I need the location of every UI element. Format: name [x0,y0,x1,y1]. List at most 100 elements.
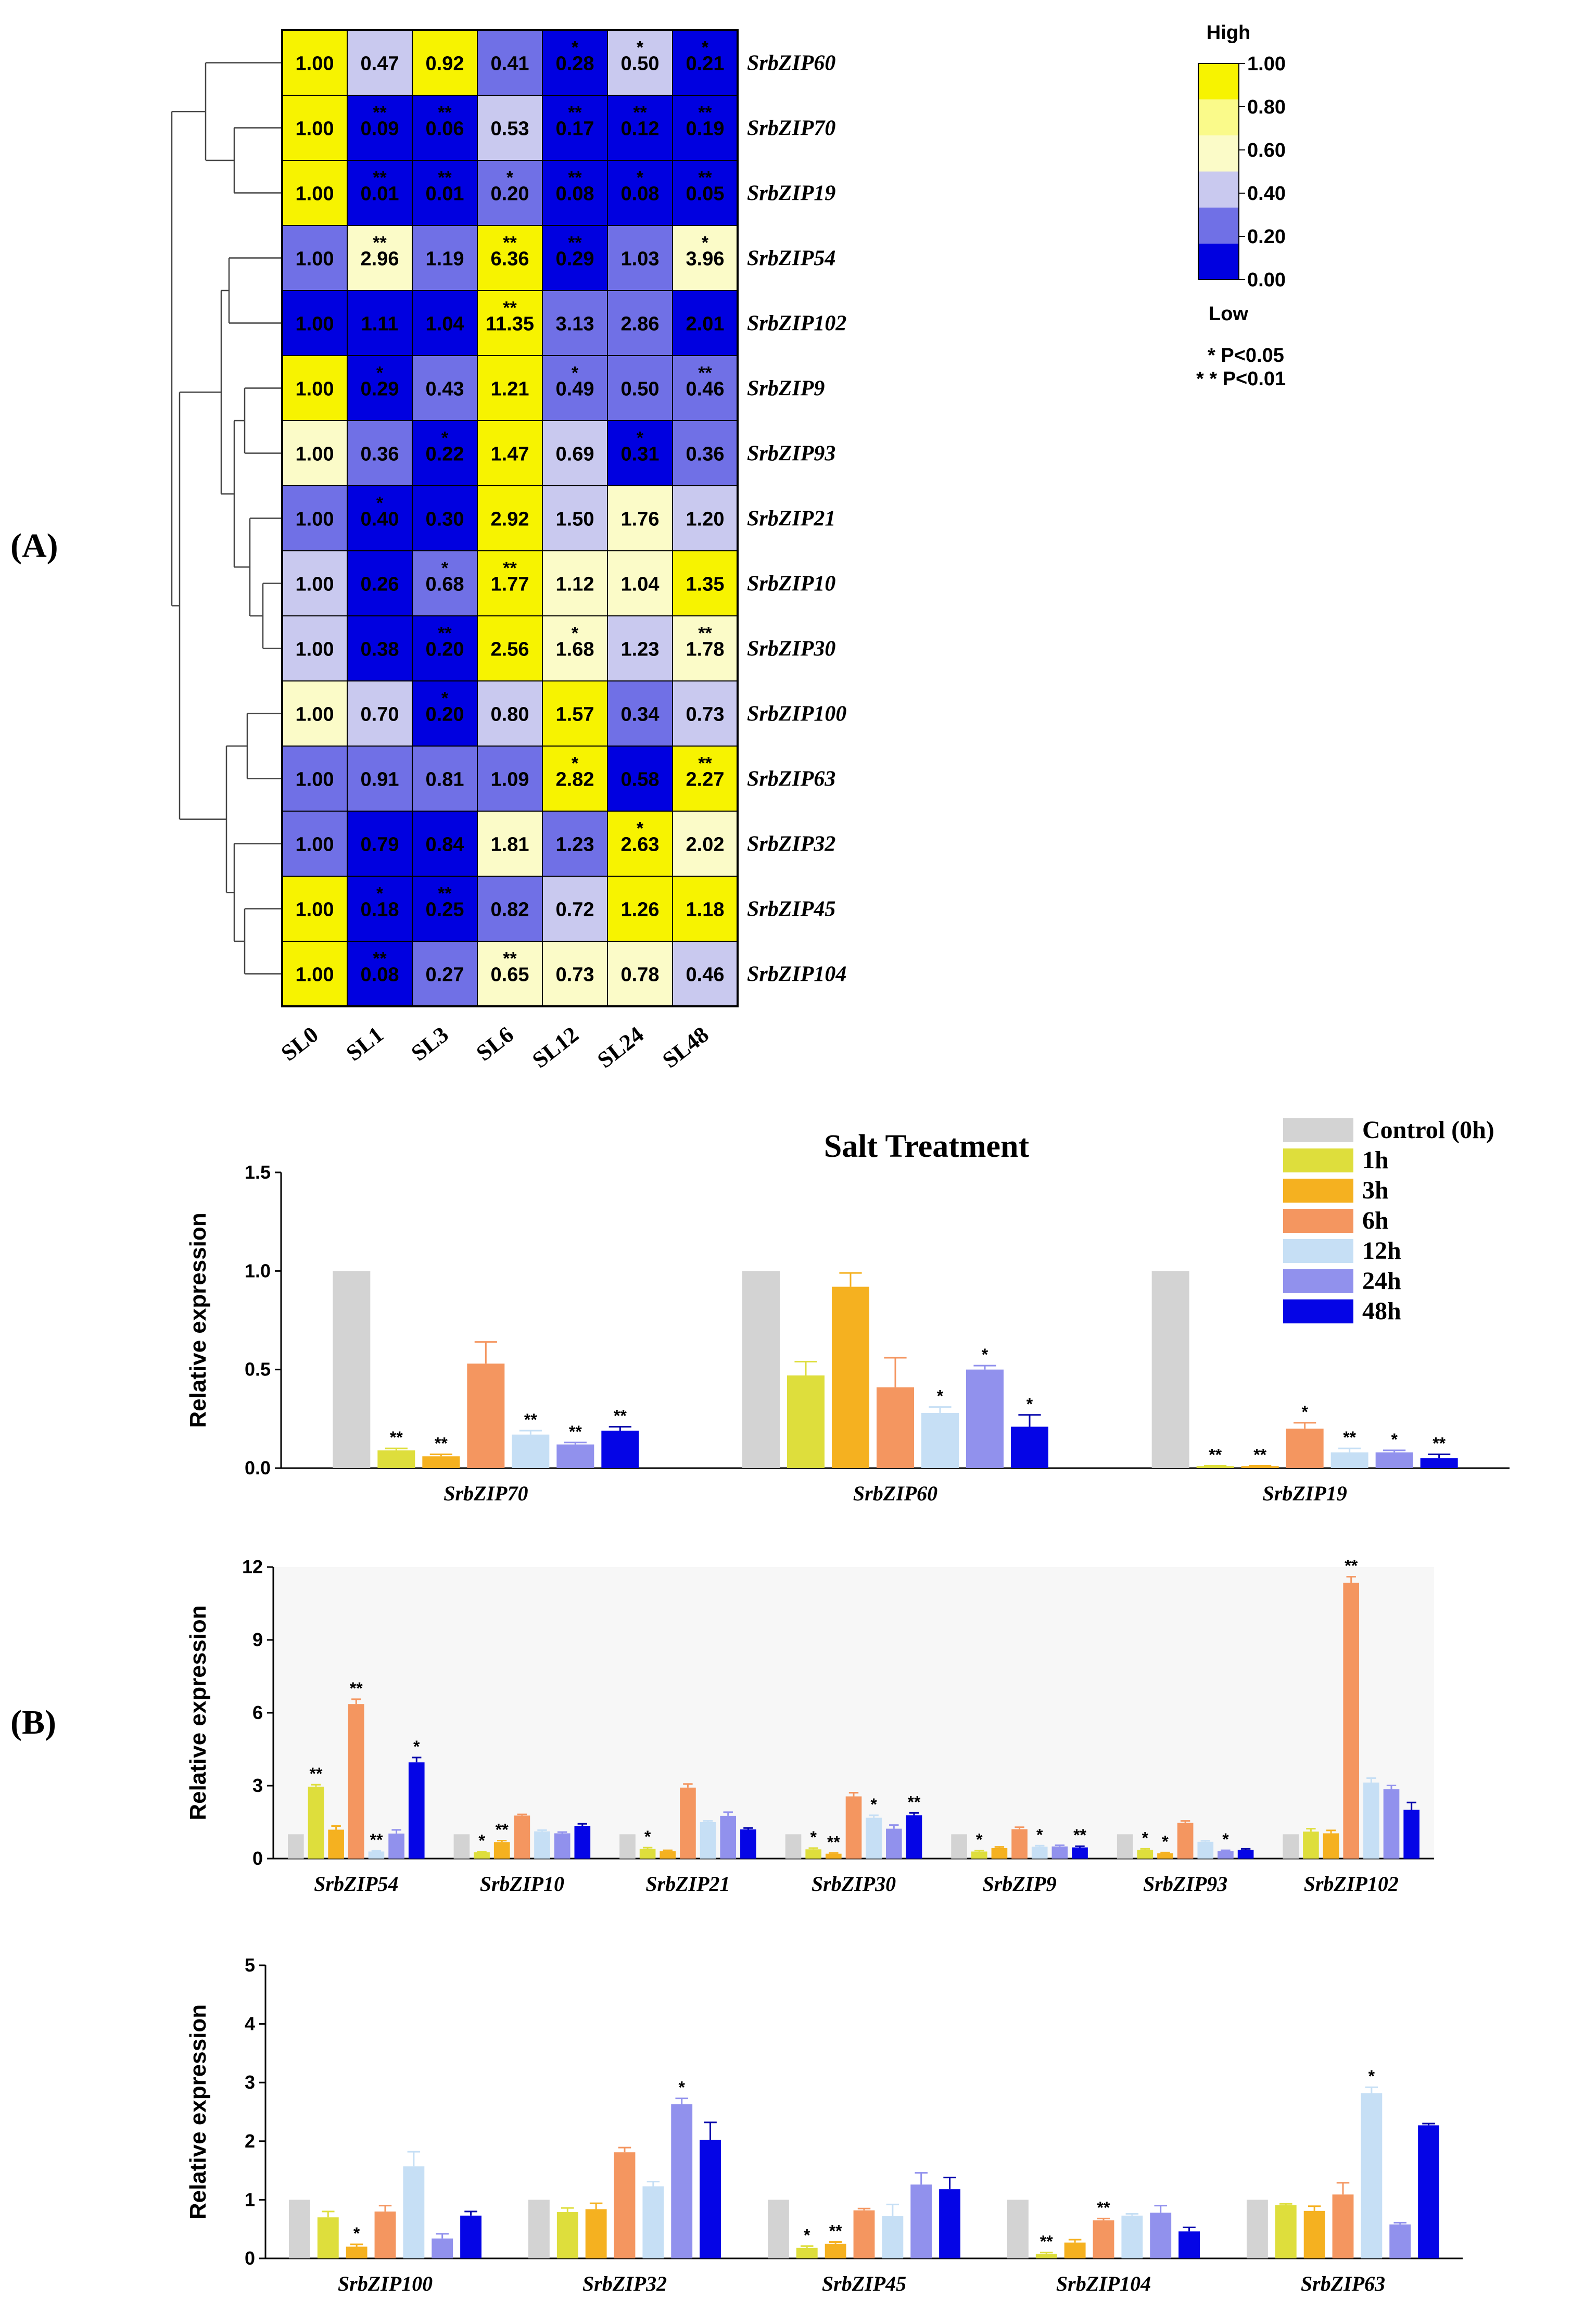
bar [1420,1458,1458,1468]
heatmap-cell [347,876,413,942]
heatmap-cell-value: 1.78 [686,639,725,661]
bar [1418,2125,1439,2258]
legend-entry: 6h [1362,1207,1389,1234]
heatmap-cell [347,30,413,96]
heatmap-cell-value: 0.08 [556,183,594,205]
significance-mark: ** [569,1422,582,1441]
legend-swatch [1283,1179,1353,1203]
legend-color-swatch [1198,207,1239,244]
legend-entry: 12h [1362,1237,1401,1265]
heatmap-cell-value: 1.47 [491,444,529,465]
y-tick-label: 6 [252,1702,263,1723]
significance-mark: * [413,1737,420,1756]
significance-mark: * [353,2224,360,2243]
heatmap-cell-value: 0.08 [621,183,660,205]
bar [1178,2231,1200,2258]
bar [785,1834,802,1859]
heatmap-cell-value: 1.00 [296,118,334,140]
heatmap-cell [282,550,348,616]
bar [939,2189,960,2258]
heatmap-cell-value: 0.36 [686,444,725,465]
legend-tick-label: 1.00 [1247,53,1286,75]
bar [1011,1426,1048,1468]
heatmap-cell [347,160,413,226]
significance-mark: * [678,2078,685,2097]
heatmap-column-label: SL3 [407,1021,453,1066]
heatmap-row-label: SrbZIP54 [747,247,835,271]
heatmap-column-label: SL1 [341,1021,388,1066]
bar [877,1387,914,1468]
bar [619,1834,636,1859]
bar [1275,2205,1297,2258]
heatmap-cell-sig: ** [568,168,582,188]
heatmap-cell-sig: ** [438,103,452,123]
bar [845,1796,862,1859]
bar [882,2216,904,2258]
bar [1031,1847,1048,1859]
x-category-label: SrbZIP102 [1304,1872,1399,1896]
bar [1072,1847,1088,1859]
heatmap-cell-value: 2.82 [556,769,594,791]
heatmap-cell [477,420,543,486]
legend-color-swatch [1198,64,1239,100]
bar [991,1848,1008,1859]
heatmap-row-label: SrbZIP93 [747,442,835,466]
heatmap-cell-value: 1.11 [361,313,399,335]
significance-mark: * [1162,1832,1169,1851]
bar [768,2200,789,2258]
y-axis-label: Relative expression [185,1212,211,1428]
heatmap-cell [477,550,543,616]
heatmap-cell-sig: ** [633,103,647,123]
y-tick-label: 5 [245,1954,255,1976]
panel-label-b: (B) [10,1703,56,1741]
heatmap-cell [607,355,673,421]
heatmap-cell [282,30,348,96]
heatmap-cell-sig: * [376,363,384,383]
heatmap-cell-value: 1.03 [621,248,660,270]
significance-mark: * [1036,1825,1043,1844]
heatmap-cell-sig: ** [438,168,452,188]
heatmap-cell-value: 0.20 [491,183,529,205]
heatmap-cell [282,95,348,161]
heatmap-cell-value: 1.00 [296,444,334,465]
significance-mark: ** [1209,1445,1222,1464]
x-category-label: SrbZIP32 [582,2272,667,2295]
bar [493,1842,510,1859]
significance-mark: ** [1040,2232,1053,2251]
bar [1323,1833,1339,1859]
significance-mark: ** [1343,1428,1356,1447]
heatmap-cell-sig: * [376,884,384,904]
heatmap-cell-value: 0.47 [361,53,399,75]
heatmap-cell-value: 1.00 [296,313,334,335]
bar [1093,2220,1114,2258]
x-category-label: SrbZIP93 [1143,1872,1227,1896]
x-category-label: SrbZIP60 [853,1482,937,1505]
heatmap-column-label: SL12 [527,1021,583,1073]
heatmap-cell-sig: ** [373,103,387,123]
heatmap-cell-value: 2.92 [491,509,529,531]
heatmap-cell [347,811,413,877]
heatmap-cell-value: 0.49 [556,378,594,400]
heatmap-cell [282,680,348,747]
x-category-label: SrbZIP9 [982,1872,1056,1896]
heatmap-cell [542,941,608,1007]
bar [453,1834,470,1859]
x-category-label: SrbZIP30 [812,1872,896,1896]
y-tick-label: 3 [245,2072,255,2093]
bar [906,1815,922,1859]
heatmap-cell [672,420,738,486]
heatmap-cell-value: 1.00 [296,964,334,986]
bar [1150,2213,1172,2258]
heatmap-row-label: SrbZIP45 [747,898,835,921]
y-tick-label: 3 [252,1775,263,1796]
bar [317,2217,339,2258]
heatmap-cell [542,680,608,747]
bar [288,1834,304,1859]
heatmap-cell [477,160,543,226]
significance-mark: ** [1253,1445,1266,1464]
significance-mark: * [478,1831,485,1850]
bar [700,1822,716,1859]
heatmap-cell-value: 0.09 [361,118,399,140]
heatmap-cell-sig: * [637,819,644,839]
